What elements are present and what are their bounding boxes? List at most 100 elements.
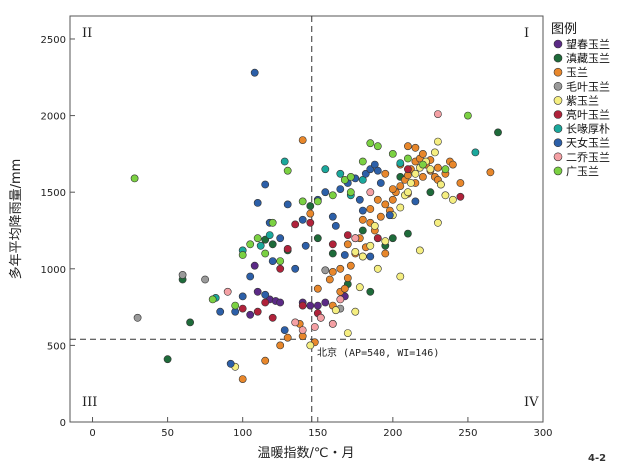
data-point (418, 149, 427, 158)
data-point (246, 310, 255, 319)
legend-marker (553, 53, 563, 63)
data-point (253, 198, 262, 207)
data-point (358, 226, 367, 235)
data-point (256, 241, 265, 250)
data-point (456, 179, 465, 187)
quadrant-label: III (82, 395, 97, 410)
data-point (238, 251, 247, 259)
data-point (328, 191, 337, 200)
data-point (494, 128, 502, 137)
data-point (381, 200, 390, 209)
y-tick-label: 1500 (41, 188, 66, 199)
data-point (366, 252, 375, 261)
data-point (388, 195, 397, 204)
data-point (426, 165, 435, 174)
data-point (340, 284, 349, 293)
data-point (133, 313, 142, 322)
y-axis: 0 500 1000 1500 2000 2500 (41, 35, 75, 429)
data-point (261, 180, 270, 189)
data-point (276, 257, 285, 265)
data-point (418, 160, 427, 169)
legend-item-label: 长喙厚朴 (566, 122, 610, 136)
data-point (358, 252, 367, 261)
data-point (328, 212, 337, 221)
data-point (268, 313, 277, 322)
legend-marker (553, 67, 563, 77)
plot-frame (69, 15, 544, 423)
data-point (433, 137, 442, 146)
data-point (328, 240, 337, 249)
data-point (313, 197, 322, 206)
legend-item-label: 滇藏玉兰 (566, 51, 610, 65)
data-point (298, 136, 307, 144)
data-point (373, 166, 382, 175)
data-point (346, 188, 355, 197)
data-point (253, 234, 262, 243)
data-point (486, 168, 495, 177)
data-point (351, 307, 360, 316)
data-point (373, 195, 382, 204)
y-tick-label: 2000 (41, 112, 66, 123)
data-point (313, 301, 322, 310)
data-point (276, 298, 285, 307)
data-point (403, 188, 412, 197)
data-point (358, 206, 367, 215)
data-point (336, 295, 345, 304)
data-point (291, 220, 300, 229)
data-point (328, 267, 337, 276)
data-point (306, 341, 315, 350)
data-point (436, 180, 445, 189)
data-point (456, 192, 465, 201)
data-point (373, 142, 382, 151)
data-point (366, 241, 375, 250)
data-point (276, 234, 285, 243)
legend-item-label: 望春玉兰 (566, 38, 610, 51)
data-point (331, 221, 340, 230)
data-point (208, 295, 217, 304)
data-point (331, 306, 340, 315)
data-point (418, 172, 427, 181)
data-point (381, 249, 390, 258)
data-point (261, 249, 270, 258)
y-tick-label: 2500 (41, 35, 66, 46)
data-point (238, 304, 247, 313)
data-point (226, 359, 235, 368)
data-point (381, 169, 390, 178)
data-point (231, 301, 240, 310)
data-point (246, 272, 255, 281)
data-point (355, 195, 364, 204)
data-point (396, 182, 405, 190)
data-point (306, 202, 315, 210)
data-point (280, 326, 289, 334)
data-point (358, 157, 367, 166)
data-point (336, 169, 345, 178)
data-point (321, 266, 330, 275)
legend-item-label: 紫玉兰 (566, 94, 599, 107)
data-point (351, 234, 360, 243)
data-point (441, 165, 450, 174)
data-point (253, 307, 262, 316)
figure-number: 4-2 (588, 453, 606, 464)
x-tick-label: 250 (458, 428, 477, 439)
data-point (366, 188, 375, 197)
data-point (430, 148, 439, 157)
data-point (396, 159, 405, 167)
data-point (346, 261, 355, 270)
data-point (246, 240, 255, 249)
legend-item-label: 广玉兰 (566, 165, 599, 178)
data-point (223, 287, 232, 296)
data-point (298, 326, 307, 334)
data-point (441, 191, 450, 200)
data-point (321, 165, 330, 174)
data-point (351, 247, 360, 256)
data-point (283, 166, 292, 175)
data-point (280, 157, 289, 166)
data-point (216, 307, 225, 316)
data-point (366, 287, 375, 296)
data-point (163, 355, 172, 364)
data-point (238, 375, 247, 383)
data-point (426, 188, 435, 197)
data-point (411, 143, 420, 152)
